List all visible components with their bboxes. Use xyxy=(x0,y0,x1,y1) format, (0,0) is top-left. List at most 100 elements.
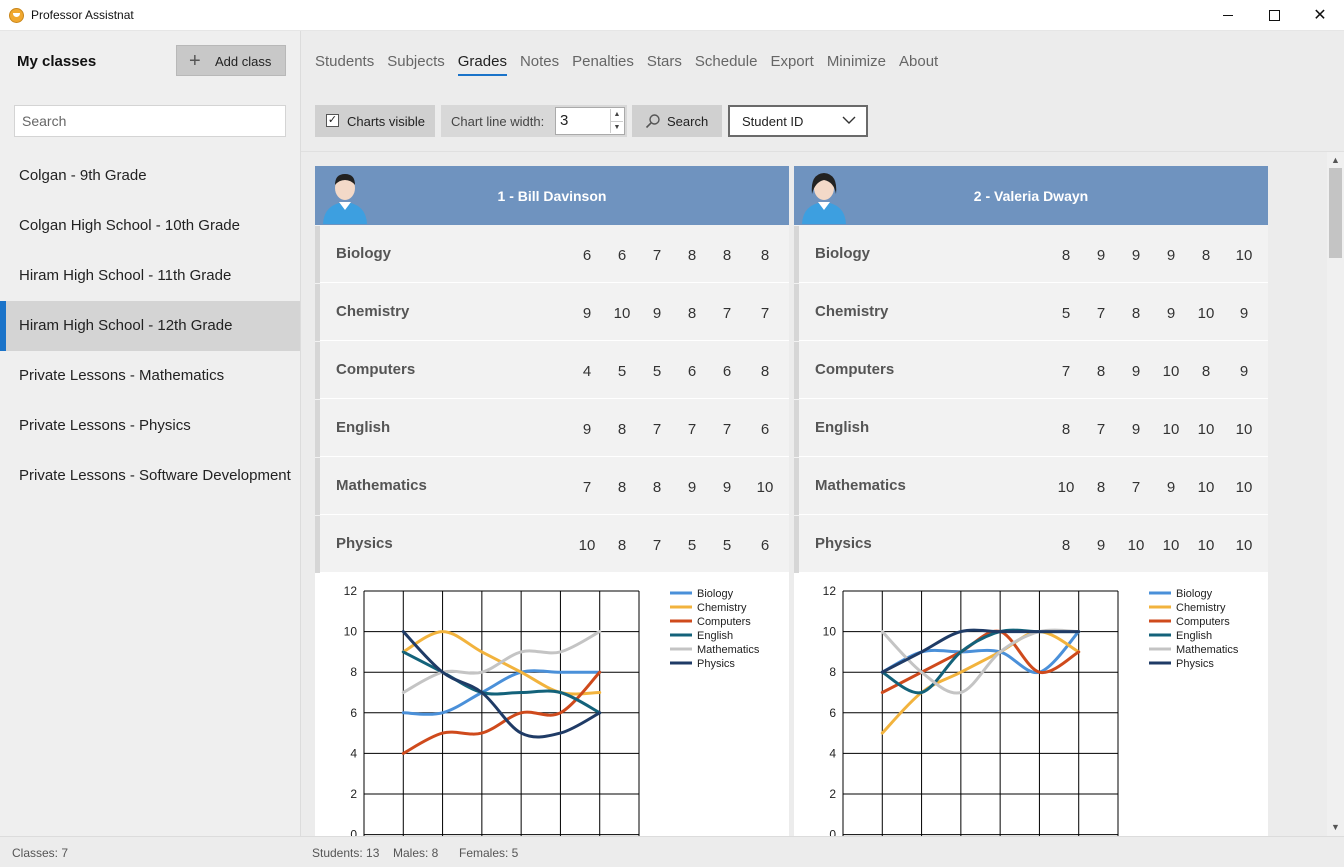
y-tick-label: 6 xyxy=(829,706,836,720)
subject-name: Mathematics xyxy=(336,477,427,494)
title-bar: Professor Assistnat ✕ xyxy=(0,0,1344,31)
grade-value: 10 xyxy=(1197,305,1215,322)
series-line-computers xyxy=(401,670,602,755)
grade-value: 8 xyxy=(617,537,627,554)
line-width-control: Chart line width: 3 ▲ ▼ xyxy=(441,105,627,137)
class-item-label: Colgan High School - 10th Grade xyxy=(19,217,240,234)
grade-value: 10 xyxy=(1162,363,1180,380)
subject-grade-row: Mathematics 10 8 7 9 10 10 xyxy=(794,458,1268,515)
series-line-mathematics xyxy=(401,630,602,694)
scroll-up-icon[interactable]: ▲ xyxy=(1331,155,1340,165)
subject-name: Physics xyxy=(336,535,393,552)
grade-value: 10 xyxy=(1162,537,1180,554)
female-avatar-icon xyxy=(802,173,846,224)
legend-label: English xyxy=(1176,630,1212,642)
legend-label: Chemistry xyxy=(1176,602,1226,614)
grade-value: 6 xyxy=(617,247,627,264)
subject-name: Chemistry xyxy=(815,303,889,320)
grade-value: 9 xyxy=(1166,479,1176,496)
grade-value: 9 xyxy=(582,305,592,322)
subject-grade-row: Chemistry 9 10 9 8 7 7 xyxy=(315,284,789,341)
charts-visible-checkbox[interactable]: ✓ xyxy=(326,114,339,127)
grade-value: 9 xyxy=(1166,305,1176,322)
grade-value: 5 xyxy=(617,363,627,380)
grade-value: 6 xyxy=(760,421,770,438)
nav-tabs: Students Subjects Grades Notes Penalties Star… xyxy=(315,53,951,79)
sort-by-value: Student ID xyxy=(742,114,804,129)
tab-stars[interactable]: Stars xyxy=(646,53,682,70)
sort-by-select[interactable]: Student ID xyxy=(728,105,868,137)
status-classes-count: Classes: 7 xyxy=(12,846,69,860)
grade-value: 10 xyxy=(1197,421,1215,438)
line-width-value: 3 xyxy=(560,112,569,129)
line-chart: 0 2 4 6 8 10 12 Biology Chemistry Computers Englis… xyxy=(823,584,1239,836)
subject-grade-row: Computers 7 8 9 10 8 9 xyxy=(794,342,1268,399)
subject-name: Physics xyxy=(815,535,872,552)
tab-subjects[interactable]: Subjects xyxy=(387,53,445,70)
series-line-biology xyxy=(401,669,602,716)
subject-grade-row: Biology 8 9 9 9 8 10 xyxy=(794,226,1268,283)
y-tick-label: 8 xyxy=(350,665,357,679)
grade-value: 10 xyxy=(613,305,631,322)
class-list-item[interactable]: Private Lessons - Mathematics xyxy=(0,351,300,401)
tab-export[interactable]: Export xyxy=(770,53,814,70)
class-list-item[interactable]: Hiram High School - 12th Grade xyxy=(0,301,300,351)
line-width-stepper[interactable]: 3 ▲ ▼ xyxy=(555,107,625,135)
class-list-item[interactable]: Colgan High School - 10th Grade xyxy=(0,201,300,251)
class-list-item[interactable]: Private Lessons - Physics xyxy=(0,401,300,451)
grades-content: 1 - Bill Davinson Biology 6 6 7 8 8 8 Chemistry 9… xyxy=(301,151,1344,836)
grade-value: 10 xyxy=(1162,421,1180,438)
y-tick-label: 10 xyxy=(823,625,837,639)
grade-value: 9 xyxy=(1239,305,1249,322)
charts-visible-label: Charts visible xyxy=(347,114,426,129)
subject-grade-row: Chemistry 5 7 8 9 10 9 xyxy=(794,284,1268,341)
scrollbar-thumb[interactable] xyxy=(1329,168,1342,258)
spin-down-icon[interactable]: ▼ xyxy=(610,121,623,133)
series-line-physics xyxy=(401,630,602,739)
grade-value: 7 xyxy=(1096,421,1106,438)
grade-value: 5 xyxy=(687,537,697,554)
y-tick-label: 6 xyxy=(350,706,357,720)
maximize-window-button[interactable] xyxy=(1251,0,1297,31)
add-class-label: Add class xyxy=(215,54,272,69)
y-tick-label: 12 xyxy=(344,584,358,598)
class-list-item[interactable]: Private Lessons - Software Development xyxy=(0,451,300,501)
grade-value: 5 xyxy=(652,363,662,380)
grade-value: 4 xyxy=(582,363,592,380)
grade-value: 9 xyxy=(1131,421,1141,438)
tab-grades[interactable]: Grades xyxy=(457,53,507,76)
grade-value: 8 xyxy=(617,421,627,438)
charts-visible-toggle[interactable]: ✓ Charts visible xyxy=(315,105,435,137)
class-list-item[interactable]: Colgan - 9th Grade xyxy=(0,151,300,201)
tab-about[interactable]: About xyxy=(899,53,939,70)
search-button[interactable]: Search xyxy=(632,105,722,137)
grade-value: 10 xyxy=(1235,421,1253,438)
tab-students[interactable]: Students xyxy=(315,53,375,70)
grade-value: 10 xyxy=(756,479,774,496)
tab-notes[interactable]: Notes xyxy=(519,53,560,70)
add-class-button[interactable]: + Add class xyxy=(176,45,286,76)
grade-value: 7 xyxy=(582,479,592,496)
scroll-down-icon[interactable]: ▼ xyxy=(1331,822,1340,832)
grade-value: 9 xyxy=(722,479,732,496)
grade-value: 9 xyxy=(1166,247,1176,264)
class-item-label: Hiram High School - 11th Grade xyxy=(19,267,232,284)
y-tick-label: 12 xyxy=(823,584,837,598)
status-males-count: Males: 8 xyxy=(393,846,439,860)
tab-schedule[interactable]: Schedule xyxy=(694,53,758,70)
minimize-window-button[interactable] xyxy=(1205,0,1251,31)
class-list-item[interactable]: Hiram High School - 11th Grade xyxy=(0,251,300,301)
close-window-button[interactable]: ✕ xyxy=(1313,7,1327,24)
tab-minimize[interactable]: Minimize xyxy=(826,53,886,70)
grade-value: 7 xyxy=(722,421,732,438)
male-avatar-icon xyxy=(323,174,367,224)
vertical-scrollbar[interactable]: ▲ ▼ xyxy=(1327,152,1344,836)
class-item-label: Private Lessons - Mathematics xyxy=(19,367,225,384)
student-name: 1 - Bill Davinson xyxy=(497,188,607,204)
class-search-input[interactable] xyxy=(14,105,286,137)
grade-value: 8 xyxy=(1061,537,1071,554)
y-tick-label: 0 xyxy=(829,828,836,836)
tab-penalties[interactable]: Penalties xyxy=(572,53,634,70)
subject-name: Biology xyxy=(336,245,391,262)
spin-up-icon[interactable]: ▲ xyxy=(610,109,623,121)
